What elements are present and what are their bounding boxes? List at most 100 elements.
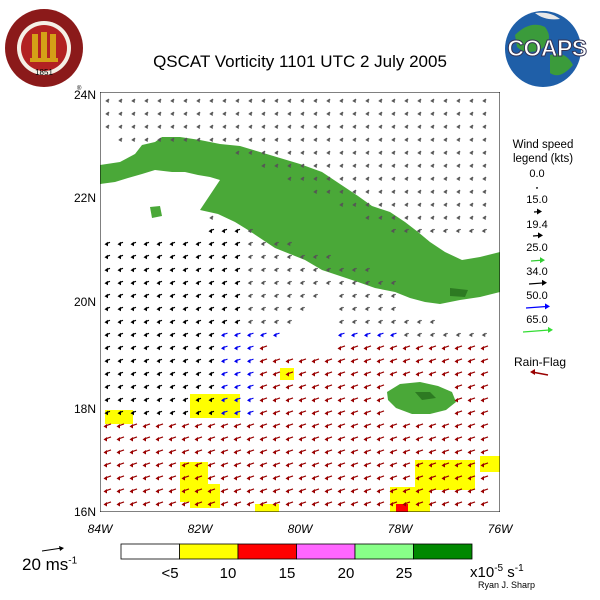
- wind-vector-head: [142, 476, 146, 481]
- wind-vector-head: [104, 345, 108, 351]
- wind-vector-head: [247, 254, 252, 260]
- wind-vector-head: [480, 346, 484, 351]
- fsu-seal-logo: ® 1851: [4, 4, 86, 94]
- wind-vector-head: [389, 450, 393, 455]
- wind-vector-head: [247, 228, 252, 234]
- wind-vector-head: [469, 98, 473, 103]
- wind-vector-head: [415, 476, 419, 481]
- wind-vector-head: [221, 267, 225, 273]
- wind-vector-head: [221, 345, 225, 351]
- wind-vector-head: [324, 463, 328, 468]
- wind-vector-head: [443, 202, 447, 207]
- wind-vector-head: [130, 371, 134, 377]
- wind-vector-head: [326, 176, 330, 181]
- wind-vector-head: [430, 111, 434, 116]
- wind-vector-head: [481, 228, 486, 234]
- wind-vector-head: [157, 124, 161, 129]
- wind-vector-head: [143, 267, 147, 273]
- wind-vector-head: [168, 476, 172, 481]
- wind-vector-head: [235, 98, 239, 103]
- wind-vector-head: [326, 98, 330, 103]
- wind-vector-head: [378, 215, 382, 220]
- wind-vector-head: [182, 293, 186, 299]
- wind-vector-head: [261, 124, 265, 129]
- wind-vector-head: [313, 111, 317, 116]
- wind-vector-head: [273, 319, 278, 325]
- wind-vector-head: [248, 124, 252, 129]
- wind-vector-head: [221, 280, 225, 286]
- wind-vector-head: [208, 319, 212, 325]
- vorticity-patch: [105, 410, 133, 424]
- wind-vector-head: [287, 111, 291, 116]
- wind-vector-head: [376, 463, 380, 468]
- wind-vector-head: [404, 98, 408, 103]
- wind-vector-head: [208, 410, 212, 416]
- wind-vector-head: [300, 124, 304, 129]
- wind-vector-head: [170, 98, 174, 103]
- wind-vector-head: [234, 293, 238, 299]
- wind-vector-head: [207, 463, 211, 468]
- wind-vector-head: [324, 385, 328, 390]
- wind-vector-head: [351, 332, 355, 338]
- wind-vector-head: [259, 502, 263, 507]
- wind-vector-head: [130, 280, 134, 286]
- wind-vector-head: [352, 137, 356, 142]
- wind-vector-head: [428, 489, 432, 494]
- wind-vector-head: [104, 293, 108, 299]
- wind-vector-head: [364, 306, 369, 312]
- wind-vector-head: [298, 489, 302, 494]
- wind-vector-head: [195, 371, 199, 377]
- wind-vector-head: [155, 424, 159, 429]
- wind-vector-head: [116, 476, 120, 481]
- wind-vector-head: [311, 424, 315, 429]
- wind-vector-head: [220, 450, 224, 455]
- wind-vector-head: [415, 372, 419, 377]
- wind-vector-head: [352, 176, 356, 181]
- wind-vector-head: [196, 124, 200, 129]
- wind-vector-head: [350, 346, 354, 351]
- wind-vector-head: [234, 241, 238, 247]
- wind-vector-head: [222, 124, 226, 129]
- wind-vector-head: [404, 163, 408, 168]
- wind-vector-head: [430, 215, 434, 220]
- wind-vector-head: [209, 137, 213, 142]
- wind-vector-head: [286, 254, 291, 260]
- wind-vector-head: [103, 450, 107, 455]
- wind-vector-head: [324, 372, 328, 377]
- wind-vector-head: [285, 424, 289, 429]
- wind-vector-head: [104, 319, 108, 325]
- wind-vector-head: [311, 476, 315, 481]
- wind-vector-head: [443, 137, 447, 142]
- wind-vector-head: [259, 346, 263, 351]
- wind-vector-head: [183, 137, 187, 142]
- wind-vector-head: [105, 111, 109, 116]
- wind-vector-head: [430, 98, 434, 103]
- wind-vector-head: [104, 306, 108, 312]
- wind-vector-head: [324, 476, 328, 481]
- wind-vector-head: [169, 319, 173, 325]
- wind-vector-head: [298, 502, 302, 507]
- wind-vector-head: [351, 306, 356, 312]
- wind-vector-head: [208, 384, 212, 390]
- lon-tick-78w: 78W: [387, 522, 413, 536]
- wind-vector-head: [194, 489, 198, 494]
- wind-legend-title-line1: Wind speed: [512, 139, 574, 151]
- wind-vector-head: [337, 346, 341, 351]
- wind-vector-head: [415, 346, 419, 351]
- wind-vector-head: [441, 450, 445, 455]
- wind-vector-head: [273, 306, 278, 312]
- wind-vector-head: [233, 437, 237, 442]
- wind-vector-head: [389, 424, 393, 429]
- wind-vector-head: [286, 241, 291, 247]
- wind-vector-head: [298, 359, 302, 364]
- wind-vector-head: [274, 163, 278, 168]
- wind-vector-head: [299, 293, 304, 299]
- wind-vector-head: [298, 398, 302, 403]
- wind-vector-head: [207, 476, 211, 481]
- wind-vector-head: [352, 150, 356, 155]
- wind-vector-head: [129, 450, 133, 455]
- wind-vector-head: [103, 476, 107, 481]
- cuba-west-tip: [100, 154, 135, 184]
- wind-vector-head: [298, 476, 302, 481]
- wind-vector-head: [300, 150, 304, 155]
